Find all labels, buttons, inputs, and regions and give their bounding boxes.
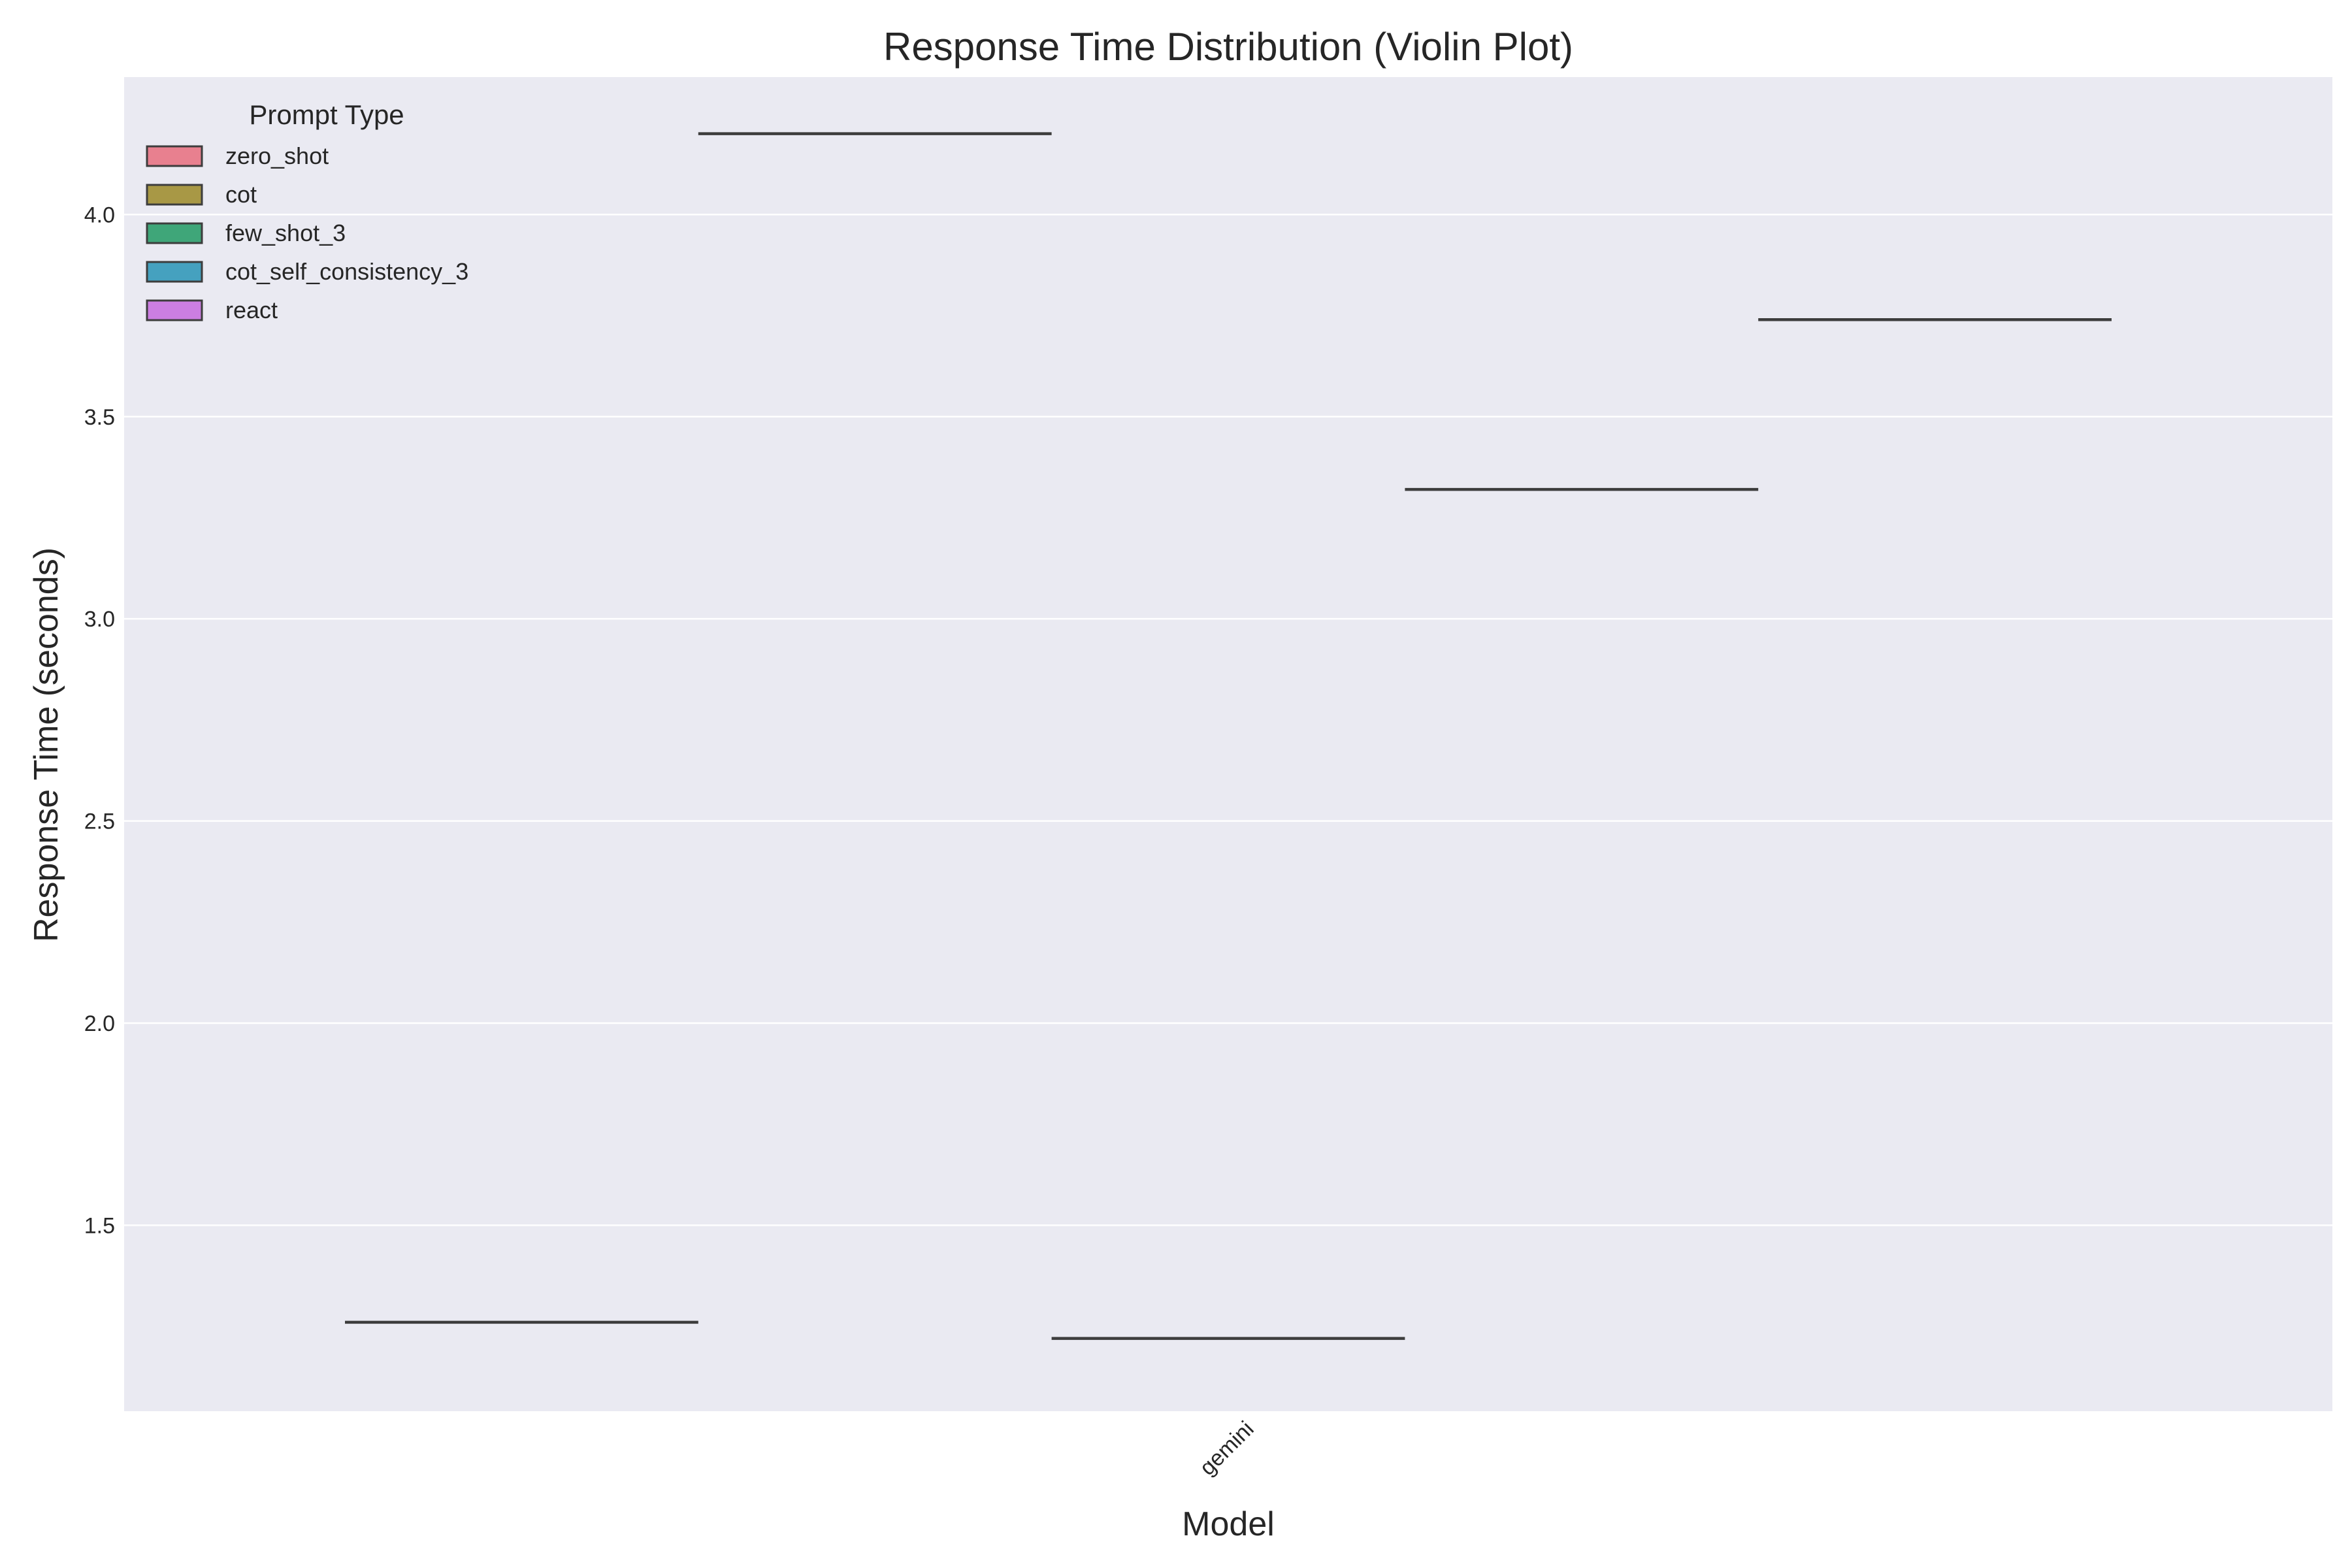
legend-swatch-zero_shot	[146, 145, 203, 167]
legend-label-zero_shot: zero_shot	[225, 142, 329, 169]
grid-lines	[124, 214, 2332, 1226]
x-axis-label: Model	[1182, 1505, 1275, 1543]
plot-area	[124, 77, 2332, 1411]
x-axis-ticks: gemini	[1195, 1416, 1259, 1480]
legend-label-cot_self_consistency_3: cot_self_consistency_3	[225, 258, 468, 285]
x-tick-label: gemini	[1195, 1416, 1259, 1480]
legend-label-cot: cot	[225, 181, 257, 208]
chart-title: Response Time Distribution (Violin Plot)	[883, 25, 1573, 69]
legend-label-react: react	[225, 297, 278, 323]
y-tick-label: 2.5	[84, 809, 115, 834]
y-tick-label: 1.5	[84, 1213, 115, 1238]
violin-marks	[345, 132, 2112, 1340]
legend-swatch-few_shot_3	[146, 222, 203, 244]
y-tick-label: 3.0	[84, 607, 115, 632]
y-axis-ticks: 1.5 2.0 2.5 3.0 3.5 4.0	[84, 203, 115, 1238]
legend-label-few_shot_3: few_shot_3	[225, 220, 346, 246]
legend-swatch-cot_self_consistency_3	[146, 261, 203, 283]
legend-swatch-react	[146, 299, 203, 321]
legend-swatch-cot	[146, 184, 203, 206]
legend-title: Prompt Type	[249, 99, 404, 130]
y-tick-label: 2.0	[84, 1011, 115, 1036]
y-tick-label: 4.0	[84, 203, 115, 227]
y-tick-label: 3.5	[84, 405, 115, 430]
y-axis-label: Response Time (seconds)	[27, 547, 65, 942]
